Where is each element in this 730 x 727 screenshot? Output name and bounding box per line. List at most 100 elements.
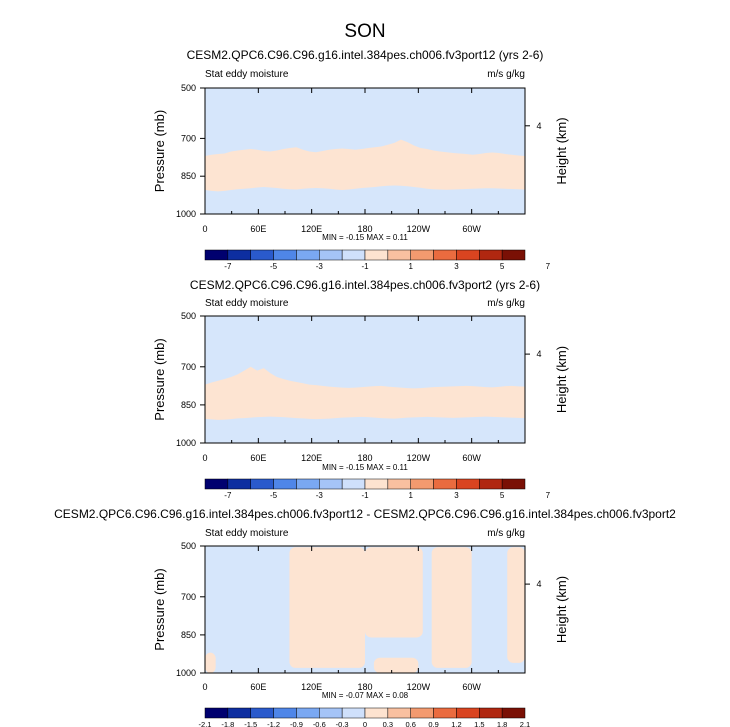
season-title: SON [344,21,385,42]
colorbar-label: 5 [500,491,505,500]
x-tick-label: 120W [407,682,431,692]
y-tick-label: 1000 [176,209,196,219]
colorbar-label: 5 [500,262,505,271]
colorbar-box [410,249,434,261]
y2-axis-label: Height (km) [554,117,569,184]
colorbar-label: -1.8 [221,720,234,727]
units-label: m/s g/kg [487,298,525,309]
y-axis-label: Pressure (mb) [152,338,167,420]
colorbar-box [273,707,297,719]
y2-axis-label: Height (km) [554,576,569,643]
colorbar-label: -5 [270,262,278,271]
panels: CESM2.QPC6.C96.C96.g16.intel.384pes.ch00… [54,48,676,727]
colorbar-box [479,249,503,261]
colorbar-box [410,478,434,490]
colorbar-box [341,707,366,719]
colorbar-box [227,478,251,490]
colorbar-box [456,478,480,490]
panel-title: CESM2.QPC6.C96.C96.g16.intel.384pes.ch00… [190,278,540,292]
colorbar-box [479,707,503,719]
y2-tick-label: 4 [536,121,541,131]
colorbar-box [364,478,389,490]
y-axis-label: Pressure (mb) [152,568,167,650]
colorbar-label: 1.5 [474,720,484,727]
positive-region [507,547,525,663]
x-tick-label: 180 [357,682,372,692]
min-max-stats: MIN = -0.15 MAX = 0.11 [322,233,408,242]
x-tick-label: 120W [407,453,431,463]
x-tick-label: 60W [462,453,481,463]
positive-contour-band [205,366,525,420]
x-tick-label: 0 [202,224,207,234]
colorbar-box [250,249,274,261]
colorbar-box [296,478,320,490]
colorbar-box [433,478,457,490]
y-tick-label: 500 [181,311,196,321]
variable-label: Stat eddy moisture [205,298,289,309]
colorbar-box [204,249,229,261]
colorbar-box [273,478,297,490]
colorbar-box [364,249,389,261]
positive-region [365,547,423,638]
colorbar-label: 1.2 [451,720,461,727]
y-tick-label: 700 [181,133,196,143]
colorbar-box [456,707,480,719]
colorbar-box [273,249,297,261]
colorbar-label: 1 [408,491,413,500]
colorbar-box [204,707,229,719]
colorbar-box [387,249,411,261]
variable-label: Stat eddy moisture [205,69,289,80]
panel-3: CESM2.QPC6.C96.C96.g16.intel.384pes.ch00… [54,507,676,727]
colorbar-box [433,249,457,261]
colorbar-box [319,707,343,719]
panel-title: CESM2.QPC6.C96.C96.g16.intel.384pes.ch00… [187,48,544,62]
positive-region [289,547,365,668]
panel-1: CESM2.QPC6.C96.C96.g16.intel.384pes.ch00… [152,48,569,271]
colorbar-label: 3 [454,491,459,500]
x-tick-label: 60W [462,224,481,234]
colorbar-label: -1 [361,491,369,500]
colorbar-label: 7 [546,262,551,271]
colorbar-box [227,249,251,261]
colorbar-label: 0.6 [405,720,415,727]
y-tick-label: 700 [181,362,196,372]
y2-tick-label: 4 [536,579,541,589]
y-tick-label: 850 [181,630,196,640]
colorbar-box [456,249,480,261]
colorbar-box [227,707,251,719]
x-tick-label: 120E [301,453,322,463]
y-axis-label: Pressure (mb) [152,110,167,192]
colorbar-label: -0.9 [290,720,303,727]
colorbar-box [319,249,343,261]
colorbar-label: -1.5 [244,720,257,727]
colorbar-label: -3 [316,491,324,500]
colorbar-label: 1 [408,262,413,271]
colorbar-label: 0 [363,720,367,727]
colorbar-label: 1.8 [497,720,507,727]
colorbar-box [341,478,366,490]
y-tick-label: 1000 [176,438,196,448]
y-tick-label: 500 [181,541,196,551]
variable-label: Stat eddy moisture [205,528,289,539]
colorbar-label: 3 [454,262,459,271]
y2-tick-label: 4 [536,349,541,359]
colorbar-label: 0.9 [428,720,438,727]
colorbar-label: -1.2 [267,720,280,727]
colorbar-box [296,707,320,719]
positive-region [373,657,419,673]
colorbar-box [319,478,343,490]
positive-region [431,547,472,668]
y-tick-label: 1000 [176,668,196,678]
colorbar-label: -2.1 [199,720,212,727]
units-label: m/s g/kg [487,69,525,80]
x-tick-label: 0 [202,682,207,692]
positive-contour-band [205,139,525,192]
colorbar-label: -7 [224,262,232,271]
colorbar-box [387,707,411,719]
colorbar-box [501,478,526,490]
x-tick-label: 120W [407,224,431,234]
colorbar-box [341,249,366,261]
colorbar-label: -0.3 [336,720,349,727]
min-max-stats: MIN = -0.07 MAX = 0.08 [322,691,409,700]
